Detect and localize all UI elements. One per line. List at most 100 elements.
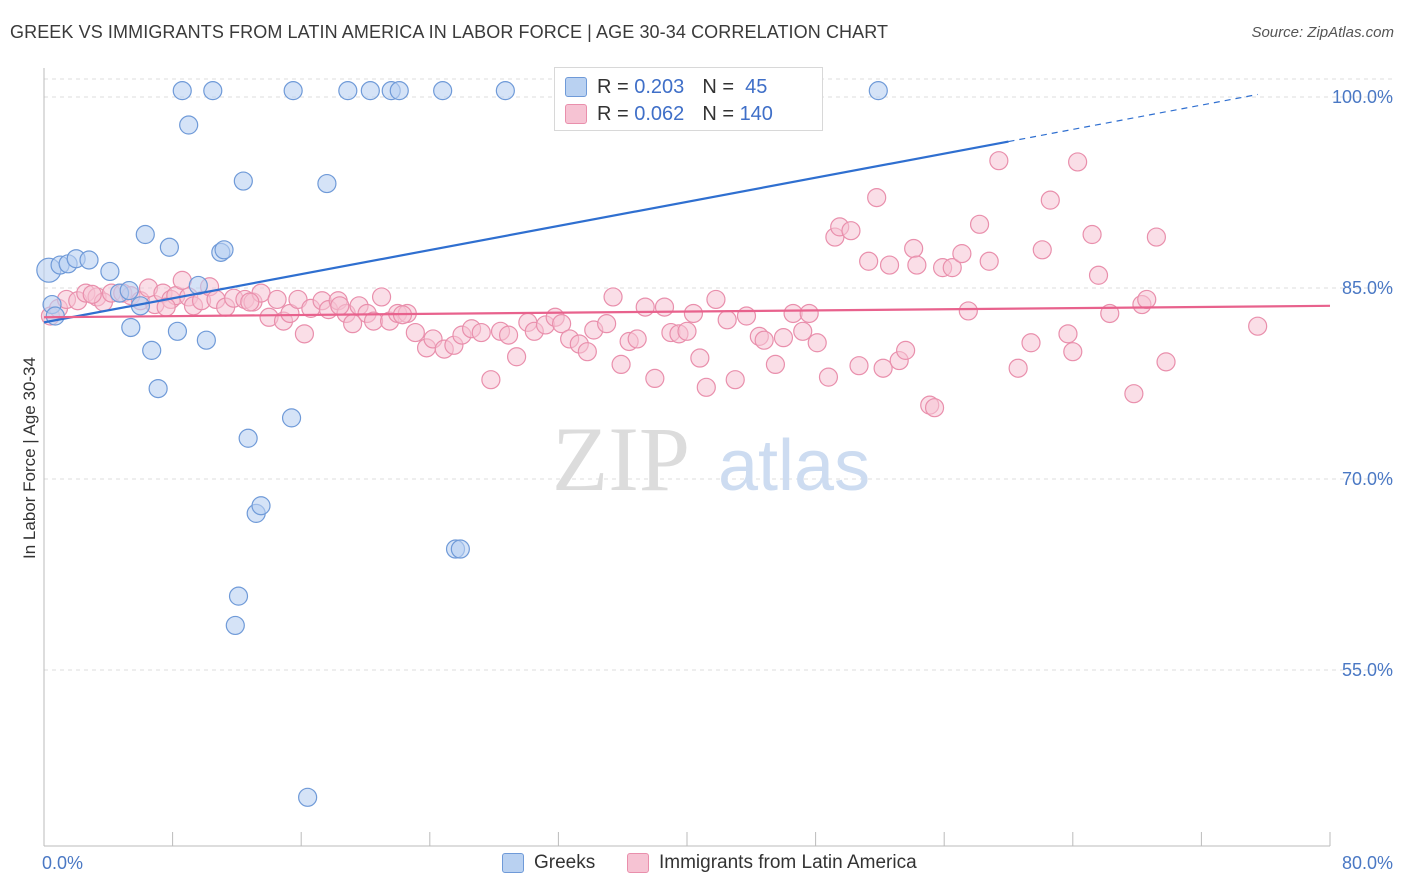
- latam-point: [859, 251, 879, 271]
- source-label: Source: ZipAtlas.com: [1251, 24, 1394, 41]
- greek-point: [228, 586, 249, 606]
- greek-point: [450, 539, 470, 559]
- greek-point: [196, 330, 216, 350]
- latam-point: [635, 297, 655, 317]
- latam-point: [1088, 265, 1109, 285]
- axes: [43, 68, 1331, 847]
- greek-point: [338, 81, 358, 101]
- greek-point: [119, 280, 139, 301]
- latam-point: [793, 321, 813, 341]
- latam-swatch: [565, 104, 587, 124]
- latam-point: [907, 255, 927, 275]
- latam-point: [330, 296, 350, 316]
- greek-point: [142, 340, 162, 360]
- watermark-zip: ZIP: [552, 408, 690, 510]
- greek-point: [495, 81, 515, 101]
- legend-n-label: N =: [702, 75, 740, 98]
- trend-lines: [43, 93, 1331, 324]
- legend-n-value: 140: [739, 102, 773, 125]
- latam-point: [627, 329, 647, 349]
- y-axis-label: In Labor Force | Age 30-34: [20, 357, 39, 559]
- greek-point: [225, 615, 245, 636]
- latam-point: [1068, 152, 1088, 172]
- latam-point: [1021, 333, 1041, 353]
- greek-point: [283, 81, 303, 101]
- latam-legend-swatch: [627, 853, 649, 873]
- legend-item-latam: Immigrants from Latin America: [627, 852, 917, 874]
- latam-point: [696, 377, 716, 397]
- latam-point: [683, 303, 704, 324]
- latam-point: [371, 287, 392, 307]
- latam-point: [765, 354, 786, 374]
- latam-point: [1137, 289, 1157, 310]
- legend-label-greeks: Greeks: [534, 852, 596, 873]
- greek-point: [159, 237, 179, 257]
- greeks-trend-line: [43, 140, 1009, 324]
- latam-point: [1124, 384, 1144, 404]
- y-tick-label: 100.0%: [1332, 87, 1393, 107]
- greek-point: [389, 81, 409, 101]
- latam-point: [552, 314, 572, 334]
- greek-point: [100, 261, 120, 282]
- latam-point: [1032, 240, 1052, 260]
- latam-point: [736, 306, 757, 326]
- greek-point: [868, 81, 888, 101]
- latam-point: [1248, 316, 1268, 336]
- latam-point: [677, 321, 697, 341]
- greek-point: [121, 317, 141, 338]
- greek-point: [433, 81, 453, 101]
- greek-point: [298, 787, 318, 807]
- legend-r-value: 0.203: [634, 75, 685, 98]
- latam-point: [577, 342, 597, 362]
- latam-point: [240, 292, 260, 312]
- latam-point: [172, 270, 192, 290]
- greek-point: [317, 173, 337, 194]
- legend-n-value: 45: [739, 75, 768, 98]
- latam-point: [942, 258, 962, 278]
- legend-row-greeks: R = 0.203 N = 45: [565, 74, 767, 100]
- latam-point: [717, 310, 737, 330]
- latam-point: [1146, 227, 1166, 247]
- greek-point: [251, 496, 271, 516]
- greek-point: [238, 428, 258, 448]
- latam-point: [849, 356, 869, 376]
- latam-point: [958, 301, 978, 321]
- greek-point: [214, 240, 234, 260]
- greeks-trend-extension: [1008, 93, 1258, 143]
- y-tick-label: 70.0%: [1342, 469, 1393, 489]
- latam-point: [725, 370, 745, 390]
- latam-trend-line: [43, 304, 1331, 319]
- legend-r-value: 0.062: [634, 102, 685, 125]
- greek-point: [135, 224, 155, 245]
- chart-title: GREEK VS IMMIGRANTS FROM LATIN AMERICA I…: [10, 22, 889, 42]
- latam-point: [645, 368, 665, 389]
- latam-point: [1008, 358, 1028, 378]
- latam-point: [1082, 224, 1102, 245]
- latam-point: [654, 297, 675, 317]
- latam-point: [799, 303, 819, 324]
- greek-point: [281, 408, 302, 428]
- latam-point: [481, 370, 501, 390]
- latam-point: [690, 348, 710, 368]
- latam-point: [471, 322, 491, 343]
- latam-point: [82, 284, 102, 304]
- latam-point: [597, 314, 617, 334]
- latam-point: [818, 367, 839, 387]
- latam-point: [405, 322, 425, 343]
- greek-point: [148, 378, 168, 399]
- latam-point: [969, 214, 990, 234]
- greeks-swatch: [565, 77, 587, 97]
- latam-point: [611, 354, 631, 374]
- latam-point: [267, 289, 287, 310]
- greek-point: [233, 171, 253, 191]
- series-legend: Greeks Immigrants from Latin America: [0, 852, 1406, 878]
- legend-r-label: R =: [597, 102, 635, 125]
- y-tick-label: 85.0%: [1342, 278, 1393, 298]
- latam-point: [807, 333, 827, 353]
- latam-point: [706, 289, 726, 310]
- watermark-atlas: atlas: [718, 426, 870, 506]
- y-tick-labels: 55.0% 70.0% 85.0% 100.0%: [1332, 87, 1393, 680]
- greek-point: [79, 250, 99, 270]
- y-tick-label: 55.0%: [1342, 660, 1393, 680]
- legend-n-label: N =: [702, 102, 740, 125]
